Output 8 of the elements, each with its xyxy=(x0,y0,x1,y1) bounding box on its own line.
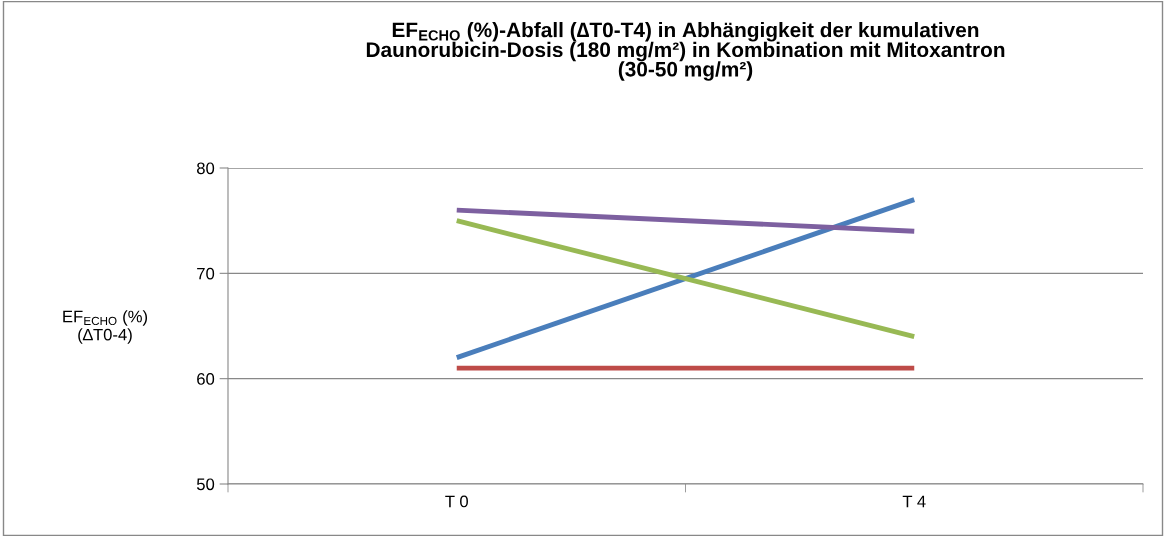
x-tick-label: T 4 xyxy=(902,495,926,508)
y-tick-label: 80 xyxy=(196,162,215,175)
chart-title: EF$_{ECHO}$ (%)-Abfall (∆T0-T4) in Abhängigkeit der kumulativen Daunorubicin-Dosis (180 mg/m²) in Kombination mit Mitoxantron (30-50 mg/m²) xyxy=(366,22,1005,81)
y-tick-label: 60 xyxy=(197,373,215,385)
y-axis-title: EF$_{ECHO}$ (%) (∆T0-4) xyxy=(63,310,148,344)
y-tick-label: 70 xyxy=(197,267,215,280)
y-tick-label: 50 xyxy=(196,478,215,491)
x-tick-label: T 0 xyxy=(445,495,468,508)
